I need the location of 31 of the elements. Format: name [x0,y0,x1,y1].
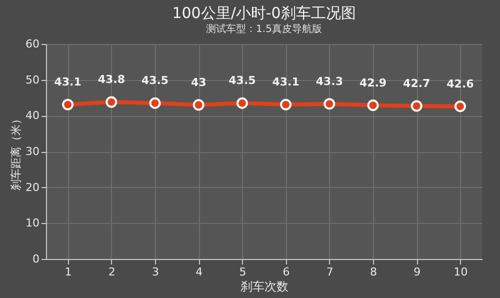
chart-subtitle: 测试车型：1.5真皮导航版 [206,23,322,35]
data-label: 43.1 [272,76,300,89]
data-label: 43.3 [316,74,343,88]
y-tick-label: 20 [26,180,40,194]
x-tick-label: 5 [239,266,246,278]
y-tick-label: 60 [26,38,40,50]
chart-title: 100公里/小时-0刹车工况图 [172,4,356,22]
x-tick-label: 1 [64,266,72,278]
data-label: 43.8 [98,73,125,86]
data-label: 42.9 [359,76,387,90]
data-label: 42.6 [446,77,474,90]
x-tick-label: 8 [370,266,377,278]
y-axis-title: 刹车距离（米） [10,114,23,190]
x-tick-label: 4 [196,266,203,278]
data-label: 43.1 [54,76,82,89]
x-tick-label: 7 [326,266,334,278]
x-axis-title: 刹车次数 [240,280,288,294]
y-tick-label: 40 [26,109,40,122]
data-label: 42.7 [403,76,430,90]
y-tick-label: 10 [26,216,40,230]
x-tick-label: 2 [108,266,116,278]
data-label: 43.5 [228,74,256,88]
data-label: 43.5 [141,74,169,88]
x-tick-label: 10 [454,266,468,278]
y-tick-label: 0 [32,252,40,266]
x-tick-label: 6 [282,266,290,278]
x-tick-label: 3 [152,266,159,278]
y-tick-label: 30 [26,145,40,158]
y-tick-label: 50 [26,73,40,86]
data-label: 43 [190,76,206,89]
x-tick-label: 9 [414,266,421,278]
